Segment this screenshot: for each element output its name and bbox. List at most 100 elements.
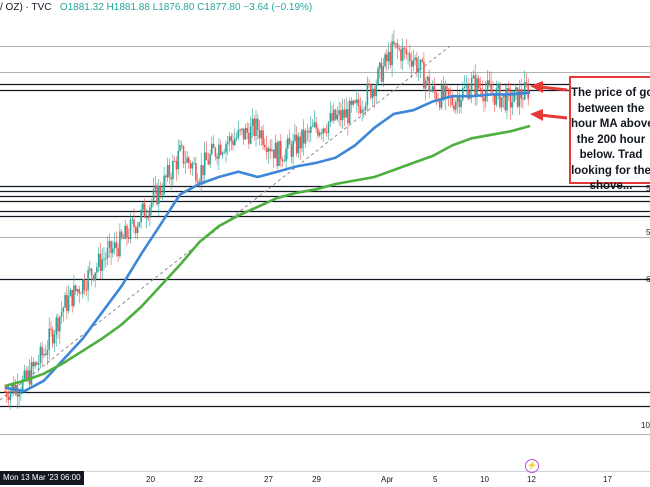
candle-body xyxy=(368,83,370,85)
candle-body xyxy=(506,88,508,111)
candle-body xyxy=(50,328,52,330)
candle-body xyxy=(308,130,310,133)
arrow-to-ma200 xyxy=(539,113,568,120)
candle-body xyxy=(271,149,273,151)
candle-body xyxy=(479,88,482,90)
candle-body xyxy=(325,131,328,133)
candle-body xyxy=(474,75,476,96)
candle-body xyxy=(25,370,27,379)
candle-body xyxy=(297,136,300,154)
moving-average-200 xyxy=(4,124,531,388)
candle-body xyxy=(124,225,126,239)
candle-body xyxy=(493,94,496,105)
candle-body xyxy=(274,142,277,159)
candle-body xyxy=(260,130,263,139)
candle-body xyxy=(304,131,307,144)
candle-body xyxy=(433,86,436,93)
candle-body xyxy=(400,49,402,61)
candle-body xyxy=(255,118,257,136)
candle-body xyxy=(513,90,515,103)
annotation-line: The price of go xyxy=(571,87,650,99)
candle-body xyxy=(465,85,468,87)
candle-body xyxy=(324,128,326,132)
candle-body xyxy=(191,163,194,169)
time-tick-label: 17 xyxy=(603,475,612,484)
candle-body xyxy=(200,165,202,182)
candle-body xyxy=(495,88,498,105)
annotation-line: below. Trad xyxy=(579,149,643,161)
candle-body xyxy=(265,147,268,152)
candle-body xyxy=(477,78,480,89)
candle-body xyxy=(108,241,111,248)
candle-body xyxy=(46,349,49,355)
candle-body xyxy=(53,334,56,344)
annotation-line: looking for the xyxy=(571,164,650,177)
candle-body xyxy=(218,144,220,159)
candle-body xyxy=(101,259,103,271)
candle-body xyxy=(51,329,54,344)
candle-body xyxy=(36,362,38,365)
candle-body xyxy=(455,102,457,110)
candle-body xyxy=(127,237,130,239)
candle-body xyxy=(416,57,418,72)
arrowhead-ma100 xyxy=(530,81,543,93)
candle-body xyxy=(412,59,415,67)
candle-body xyxy=(278,141,280,166)
candle-body xyxy=(89,268,91,271)
candle-body xyxy=(119,231,121,257)
candle-body xyxy=(322,128,324,134)
candle-body xyxy=(90,268,93,276)
candle-body xyxy=(393,41,395,45)
candle-body xyxy=(378,62,381,69)
candle-body xyxy=(258,129,261,139)
candle-body xyxy=(315,122,317,129)
candle-body xyxy=(85,289,88,291)
candle-body xyxy=(87,270,89,291)
candle-body xyxy=(241,128,243,131)
candle-body xyxy=(234,139,236,145)
time-axis: 15 20 22 27 29 Apr 5 10 12 17 xyxy=(0,471,650,484)
candle-body xyxy=(462,88,464,100)
candle-body xyxy=(126,225,128,238)
candle-body xyxy=(219,144,222,155)
candle-body xyxy=(150,201,153,208)
candle-body xyxy=(444,86,446,99)
candle-body xyxy=(244,127,247,140)
candle-body xyxy=(253,118,255,136)
candle-body xyxy=(456,96,459,102)
candle-body xyxy=(225,144,227,153)
candle-body xyxy=(202,165,204,176)
candle-body xyxy=(446,86,448,89)
annotation-arrows xyxy=(530,81,568,121)
time-tick-label: 10 xyxy=(480,475,489,484)
time-tick-label: 20 xyxy=(146,475,155,484)
candle-body xyxy=(216,156,218,159)
candle-body xyxy=(177,151,179,170)
time-tick-label: 12 xyxy=(527,475,536,484)
candle-body xyxy=(117,248,119,257)
lightning-icon[interactable]: ⚡ xyxy=(525,459,539,473)
candle-body xyxy=(96,267,98,273)
candle-body xyxy=(62,307,65,313)
candle-body xyxy=(203,152,206,176)
candle-body xyxy=(439,101,441,108)
candle-body xyxy=(306,130,309,132)
price-label: 5 xyxy=(646,228,650,237)
candle-body xyxy=(331,113,333,121)
candle-body xyxy=(347,109,349,124)
candle-body xyxy=(140,209,142,223)
candle-body xyxy=(44,353,47,355)
candle-body xyxy=(212,143,215,149)
candle-body xyxy=(30,362,33,385)
candle-body xyxy=(313,122,316,127)
candle-body xyxy=(472,75,475,79)
candle-body xyxy=(481,89,484,98)
annotation-line: shove... xyxy=(589,180,633,192)
candle-body xyxy=(136,226,139,233)
candle-body xyxy=(377,68,379,85)
candle-body xyxy=(394,43,397,45)
candle-body xyxy=(129,220,132,239)
time-tick-label: 27 xyxy=(264,475,273,484)
